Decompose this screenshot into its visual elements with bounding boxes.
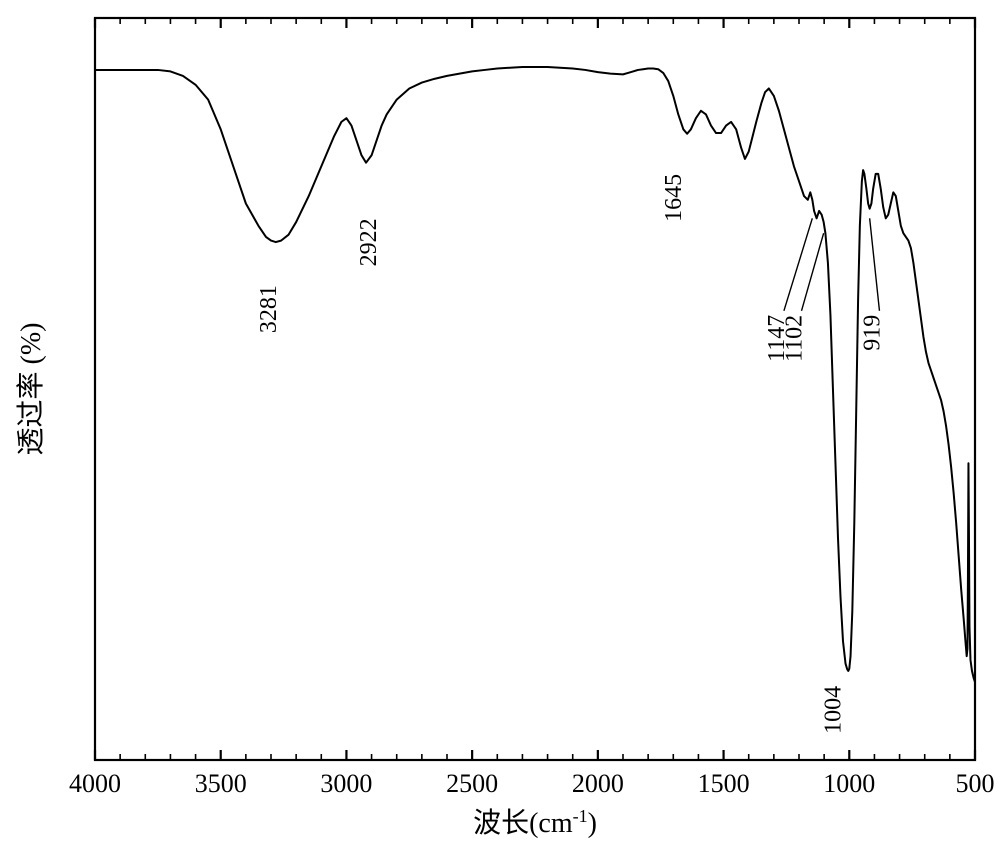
x-tick-label: 2000 [572, 769, 624, 798]
x-tick-label: 4000 [69, 769, 121, 798]
x-tick-label: 500 [956, 769, 995, 798]
x-tick-label: 3000 [320, 769, 372, 798]
peak-label: 2922 [356, 218, 382, 266]
peak-label: 1102 [782, 315, 808, 362]
peak-label: 1645 [661, 174, 687, 222]
x-tick-label: 1000 [823, 769, 875, 798]
x-tick-label: 3500 [195, 769, 247, 798]
peak-label: 3281 [256, 285, 282, 333]
peak-label: 1004 [820, 686, 846, 734]
y-axis-label: 透过率 (%) [15, 323, 47, 456]
x-tick-label: 2500 [446, 769, 498, 798]
peak-label: 919 [859, 315, 885, 351]
x-tick-label: 1500 [698, 769, 750, 798]
ir-spectrum-chart: 4000350030002500200015001000500波长(cm-1)透… [0, 0, 1000, 863]
